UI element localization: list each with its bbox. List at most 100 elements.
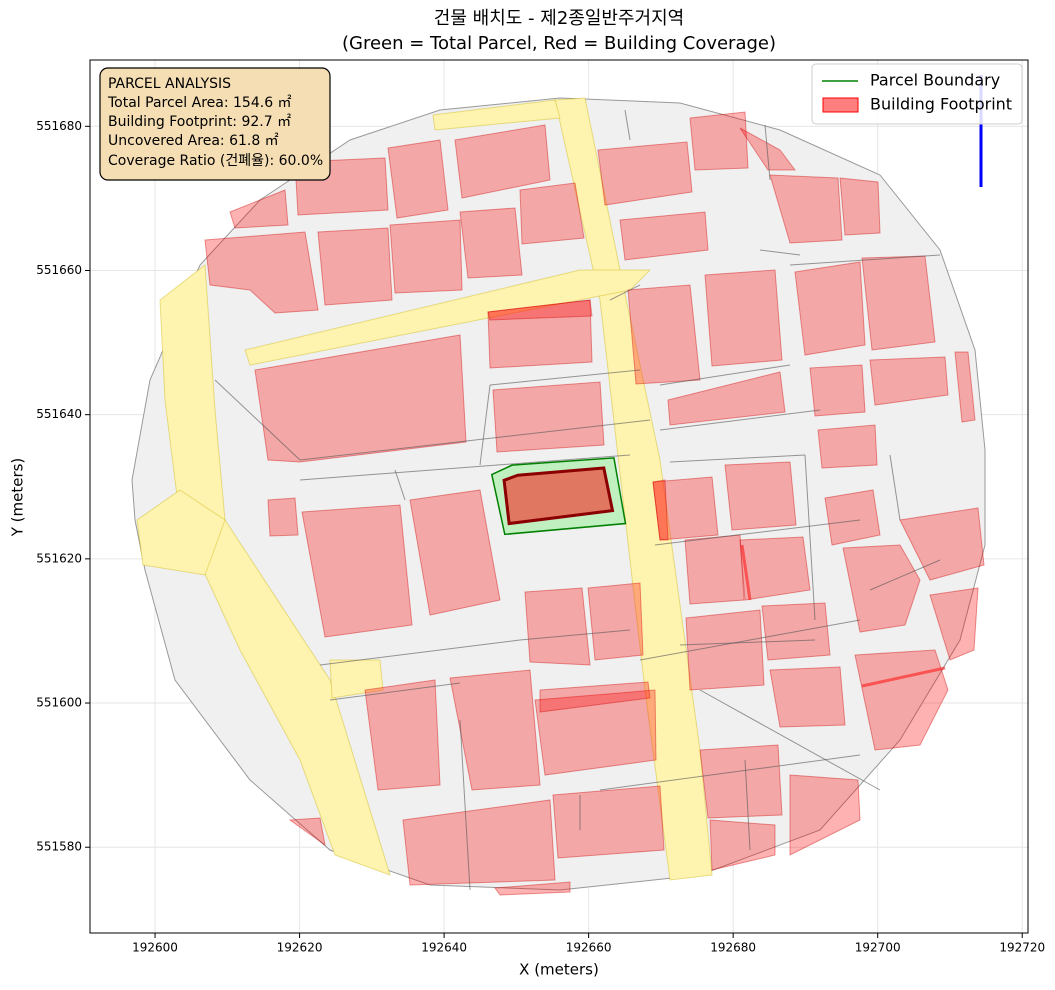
x-tick-label: 192680 [710,941,756,955]
parcel-line [869,559,941,591]
y-tick-label: 551620 [36,551,82,565]
x-tick-label: 192640 [421,941,467,955]
parcel-line [654,519,861,546]
x-tick-label: 192700 [855,941,901,955]
legend-box [811,63,1023,125]
parcel-line [479,384,491,466]
building-footprint [502,466,615,526]
building [229,189,289,229]
building [492,381,605,453]
annotation-line: Building Footprint: 92.7 ㎡ [108,114,291,130]
building [854,649,949,751]
building [519,182,585,245]
parcel-line [319,639,521,666]
building [534,689,657,776]
building [704,269,783,367]
building [317,227,393,306]
parcel-line [669,454,806,463]
building [724,461,797,531]
road [432,99,561,131]
building [204,231,319,314]
building [652,479,669,541]
building [789,774,861,856]
y-tick-label: 551600 [36,696,82,710]
parcel-line [764,124,771,181]
annotation-line: Uncovered Area: 61.8 ㎡ [108,133,279,149]
parcel-line [759,249,801,256]
annotation-title: PARCEL ANALYSIS [108,76,231,92]
x-tick-label: 192720 [999,941,1045,955]
x-tick-label: 192660 [566,941,612,955]
parcel-line [659,409,821,431]
building [288,817,326,847]
building [839,177,881,236]
parcel-line [299,419,651,461]
road [136,489,226,576]
building [597,141,693,206]
building [769,666,846,728]
y-axis-label: Y (meters) [9,458,27,538]
parcel-line [519,629,631,641]
building [652,476,719,541]
parcel-line [459,719,471,891]
building [709,819,776,871]
building [869,356,949,406]
parcel-line [299,454,631,481]
y-tick-label: 551660 [36,263,82,277]
building [685,609,765,691]
building [699,744,783,819]
building [809,364,866,417]
legend-swatch [822,97,859,113]
building [487,299,593,369]
parcel-line [789,254,941,266]
building [459,207,523,279]
building [364,679,441,791]
building [487,299,593,321]
parcel-line [489,369,641,386]
building [254,334,467,463]
building [861,255,936,351]
building [409,489,501,616]
legend-label: Building Footprint [870,95,1012,114]
building [794,261,866,356]
parcel-line [639,619,861,661]
parcel-line [609,284,641,301]
building [817,424,878,469]
parcel-line [679,639,816,646]
building [739,536,811,601]
parcel-line [699,689,881,791]
building [842,544,921,633]
building [552,785,665,859]
parcel-line [599,754,861,791]
parcel-line [889,454,901,521]
building [954,351,976,423]
building [824,489,881,546]
parcel-line [659,364,791,386]
building [301,504,413,638]
building [402,799,556,886]
building [899,507,985,581]
building [619,211,709,261]
x-axis-label: X (meters) [519,961,599,979]
parcel-line [214,379,301,461]
parcel-line [744,759,751,851]
y-tick-label: 551680 [36,119,82,133]
chart-title: 건물 배치도 - 제2종일반주거지역 [434,8,684,29]
building [587,582,644,661]
building [684,534,745,605]
building [267,497,299,537]
x-tick-label: 192600 [132,941,178,955]
building [454,124,551,199]
building [389,219,463,294]
y-tick-label: 551640 [36,407,82,421]
plot-frame [89,59,1029,934]
road [554,97,713,881]
parcel-line [394,469,406,501]
parcel-line [804,454,816,621]
legend-label: Parcel Boundary [870,71,1000,90]
building [689,111,749,171]
red-edge [861,666,946,688]
parcel-line [624,109,631,141]
y-tick-label: 551580 [36,840,82,854]
